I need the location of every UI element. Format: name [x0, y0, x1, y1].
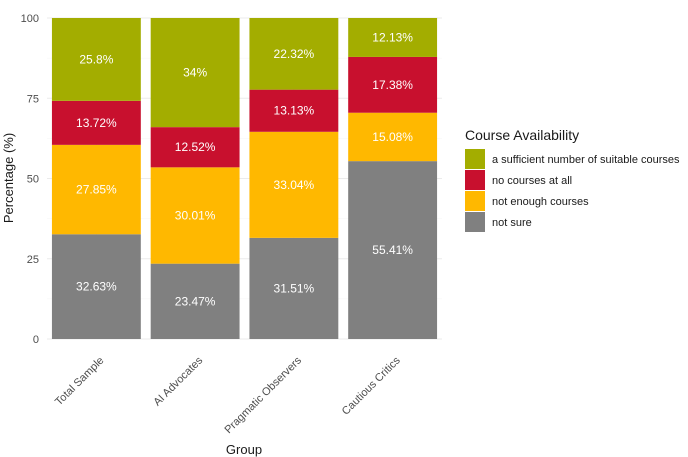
x-tick-label-cautious-critics: Cautious Critics — [340, 354, 403, 417]
bar-ai-advocates-a-sufficient-number-of-suitable-courses — [150, 18, 240, 128]
x-tick-label-ai-advocates: AI Advocates — [151, 354, 205, 408]
legend: Course Availability a sufficient number … — [465, 127, 680, 232]
bar-label-total-sample-not-enough-courses: 27.85% — [76, 183, 117, 197]
bar-label-cautious-critics-no-courses-at-all: 17.38% — [372, 78, 413, 92]
bar-pragmatic-observers-not-sure — [249, 237, 339, 339]
y-axis-title: Percentage (%) — [1, 133, 16, 223]
bar-label-pragmatic-observers-not-enough-courses: 33.04% — [274, 178, 315, 192]
legend-label-not-sure: not sure — [492, 217, 532, 229]
x-tick-label-pragmatic-observers: Pragmatic Observers — [222, 354, 304, 436]
legend-label-no-courses-at-all: no courses at all — [492, 175, 572, 187]
y-tick-label-25: 25 — [27, 254, 39, 266]
bar-total-sample-no-courses-at-all — [51, 100, 141, 145]
bar-pragmatic-observers-not-enough-courses — [249, 131, 339, 238]
bar-label-pragmatic-observers-no-courses-at-all: 13.13% — [274, 104, 315, 118]
bar-total-sample-not-sure — [51, 234, 141, 339]
bar-label-cautious-critics-not-enough-courses: 15.08% — [372, 130, 413, 144]
legend-label-a-sufficient-number-of-suitable-courses: a sufficient number of suitable courses — [492, 154, 680, 166]
bar-pragmatic-observers-no-courses-at-all — [249, 89, 339, 132]
bar-total-sample-a-sufficient-number-of-suitable-courses — [51, 18, 141, 101]
bar-cautious-critics-not-sure — [348, 161, 438, 339]
bar-label-pragmatic-observers-not-sure: 31.51% — [274, 281, 315, 295]
legend-key-no-courses-at-all — [465, 170, 485, 190]
bar-ai-advocates-no-courses-at-all — [150, 127, 240, 168]
legend-key-not-sure — [465, 212, 485, 232]
bar-cautious-critics-a-sufficient-number-of-suitable-courses — [348, 18, 438, 57]
bar-label-total-sample-a-sufficient-number-of-suitable-courses: 25.8% — [79, 52, 113, 66]
y-axis-ticks: 0 25 50 75 100 — [21, 13, 39, 346]
bar-pragmatic-observers-a-sufficient-number-of-suitable-courses — [249, 18, 339, 90]
bar-label-pragmatic-observers-a-sufficient-number-of-suitable-courses: 22.32% — [274, 47, 315, 61]
legend-key-a-sufficient-number-of-suitable-courses — [465, 149, 485, 169]
y-tick-label-50: 50 — [27, 174, 39, 186]
bar-total-sample-not-enough-courses — [51, 144, 141, 235]
bar-labels: 32.63% 27.85% 13.72% 25.8% 23.47% 30.01% 12.52… — [76, 30, 413, 308]
bar-label-total-sample-not-sure: 32.63% — [76, 280, 117, 294]
bar-cautious-critics-no-courses-at-all — [348, 56, 438, 113]
bar-label-total-sample-no-courses-at-all: 13.72% — [76, 116, 117, 130]
bar-label-cautious-critics-not-sure: 55.41% — [372, 243, 413, 257]
x-axis-title: Group — [226, 442, 262, 457]
legend-label-not-enough-courses: not enough courses — [492, 196, 589, 208]
y-tick-label-100: 100 — [21, 13, 39, 25]
bar-label-ai-advocates-not-enough-courses: 30.01% — [175, 208, 216, 222]
bars — [51, 18, 438, 339]
bar-cautious-critics-not-enough-courses — [348, 112, 438, 162]
bar-ai-advocates-not-sure — [150, 263, 240, 339]
x-axis-ticks: Total Sample AI Advocates Pragmatic Observ… — [53, 354, 403, 436]
bar-label-ai-advocates-a-sufficient-number-of-suitable-courses: 34% — [183, 66, 207, 80]
bar-label-ai-advocates-not-sure: 23.47% — [175, 294, 216, 308]
x-tick-label-total-sample: Total Sample — [53, 355, 106, 408]
legend-title: Course Availability — [465, 127, 579, 143]
y-tick-label-0: 0 — [33, 334, 39, 346]
bar-ai-advocates-not-enough-courses — [150, 167, 240, 264]
bar-label-ai-advocates-no-courses-at-all: 12.52% — [175, 140, 216, 154]
bar-label-cautious-critics-a-sufficient-number-of-suitable-courses: 12.13% — [372, 30, 413, 44]
legend-key-not-enough-courses — [465, 191, 485, 211]
y-tick-label-75: 75 — [27, 93, 39, 105]
